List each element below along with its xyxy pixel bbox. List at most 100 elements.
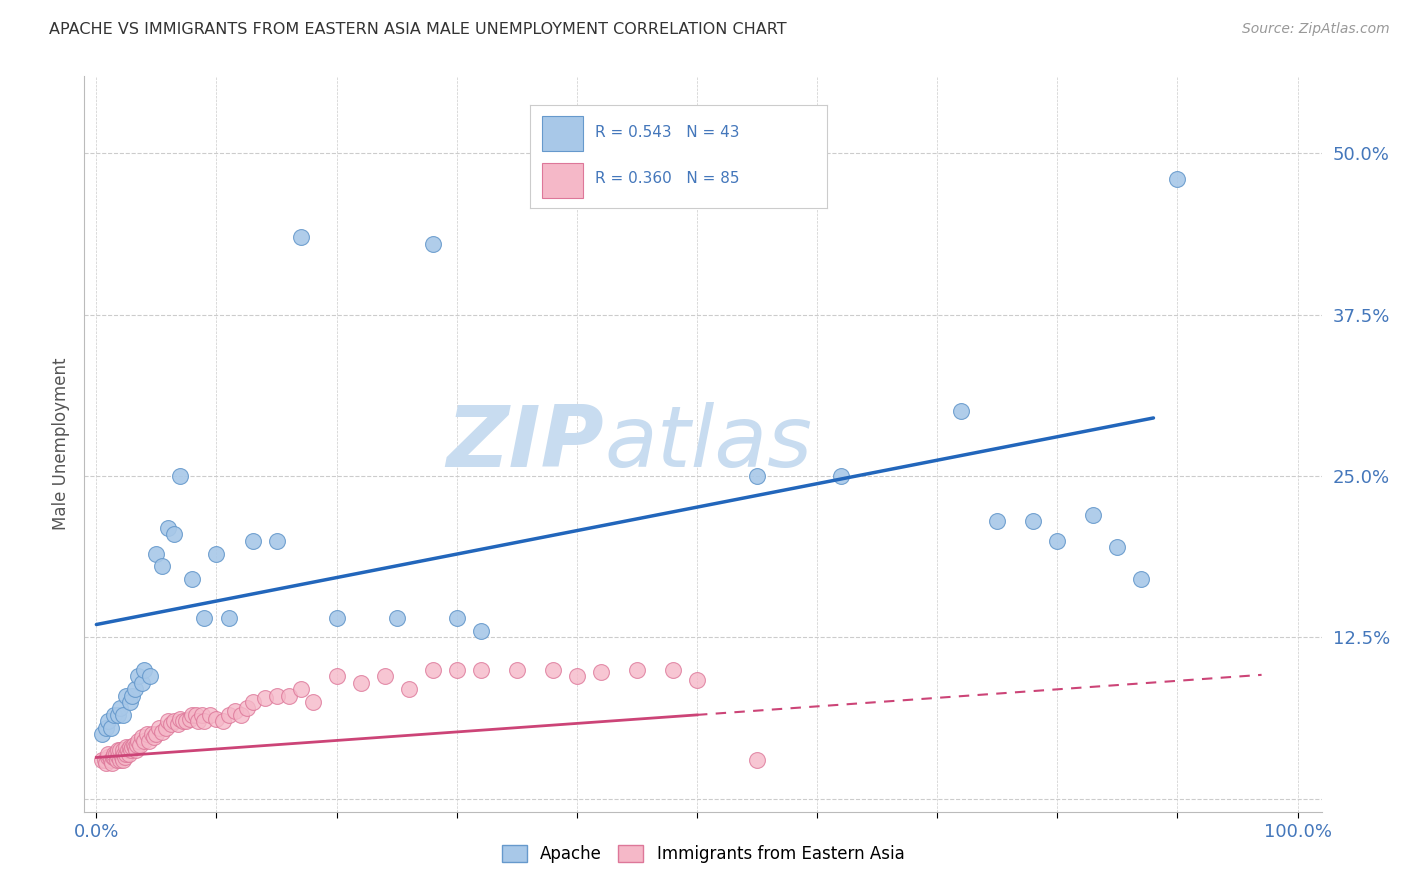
Point xyxy=(128,738,150,752)
Point xyxy=(145,547,167,561)
Point xyxy=(115,747,138,761)
Point xyxy=(160,717,183,731)
Point xyxy=(565,669,588,683)
Point xyxy=(145,727,167,741)
Point xyxy=(1022,514,1045,528)
Point xyxy=(94,756,117,770)
Point xyxy=(107,743,129,757)
Point xyxy=(97,750,120,764)
Point xyxy=(125,743,148,757)
Point xyxy=(103,750,125,764)
Point xyxy=(218,707,240,722)
Point xyxy=(127,669,149,683)
Point xyxy=(325,669,347,683)
Point xyxy=(169,469,191,483)
Point xyxy=(1083,508,1105,522)
Point xyxy=(121,689,143,703)
Point xyxy=(117,743,139,757)
Point xyxy=(110,753,132,767)
Point xyxy=(152,559,174,574)
Point xyxy=(115,740,138,755)
Point xyxy=(131,730,153,744)
Point xyxy=(103,707,125,722)
Point xyxy=(114,750,136,764)
Point xyxy=(97,747,120,761)
Point xyxy=(138,733,160,747)
Point xyxy=(235,701,257,715)
Point xyxy=(124,681,146,696)
Point xyxy=(626,663,648,677)
Point xyxy=(1046,533,1069,548)
Point xyxy=(157,521,180,535)
Point xyxy=(266,533,288,548)
Point xyxy=(141,727,163,741)
Point xyxy=(101,756,124,770)
Point xyxy=(110,701,132,715)
Point xyxy=(127,733,149,747)
Point xyxy=(118,740,141,755)
Text: Source: ZipAtlas.com: Source: ZipAtlas.com xyxy=(1241,22,1389,37)
Point xyxy=(134,663,156,677)
Point xyxy=(830,469,852,483)
Y-axis label: Male Unemployment: Male Unemployment xyxy=(52,358,70,530)
Point xyxy=(205,712,228,726)
Point xyxy=(135,727,157,741)
Point xyxy=(662,663,685,677)
Point xyxy=(470,663,492,677)
Point xyxy=(301,695,323,709)
Point xyxy=(745,469,768,483)
Point xyxy=(91,727,114,741)
Point xyxy=(200,707,222,722)
Point xyxy=(1166,172,1188,186)
Point xyxy=(181,572,204,586)
Point xyxy=(218,611,240,625)
Point xyxy=(167,717,190,731)
Point xyxy=(181,707,204,722)
Point xyxy=(103,750,125,764)
Point xyxy=(139,669,162,683)
Point xyxy=(242,533,264,548)
Point xyxy=(242,695,264,709)
Point xyxy=(110,743,132,757)
Point xyxy=(179,712,201,726)
Point xyxy=(224,704,246,718)
Point xyxy=(686,673,709,687)
Point xyxy=(94,721,117,735)
Point xyxy=(422,236,444,251)
Point xyxy=(193,611,215,625)
Point xyxy=(111,753,134,767)
Point xyxy=(211,714,233,729)
Point xyxy=(94,753,117,767)
Text: atlas: atlas xyxy=(605,402,813,485)
Point xyxy=(205,547,228,561)
Point xyxy=(541,663,564,677)
Point xyxy=(131,675,153,690)
Point xyxy=(229,707,252,722)
Point xyxy=(350,675,373,690)
Point xyxy=(105,753,128,767)
Point xyxy=(325,611,347,625)
Point xyxy=(118,747,141,761)
Point xyxy=(290,230,312,244)
Point xyxy=(112,747,135,761)
Point xyxy=(104,747,127,761)
Point xyxy=(176,714,198,729)
Point xyxy=(152,724,174,739)
Point xyxy=(134,733,156,747)
Point xyxy=(121,740,143,755)
Point xyxy=(187,714,209,729)
Point xyxy=(111,707,134,722)
Point xyxy=(506,663,529,677)
Point xyxy=(277,689,299,703)
Point xyxy=(385,611,408,625)
Text: APACHE VS IMMIGRANTS FROM EASTERN ASIA MALE UNEMPLOYMENT CORRELATION CHART: APACHE VS IMMIGRANTS FROM EASTERN ASIA M… xyxy=(49,22,787,37)
Point xyxy=(157,714,180,729)
Point xyxy=(107,707,129,722)
Point xyxy=(374,669,396,683)
Point xyxy=(143,730,166,744)
Point xyxy=(163,714,186,729)
Point xyxy=(422,663,444,677)
Point xyxy=(950,404,973,418)
Point xyxy=(110,750,132,764)
Text: ZIP: ZIP xyxy=(446,402,605,485)
